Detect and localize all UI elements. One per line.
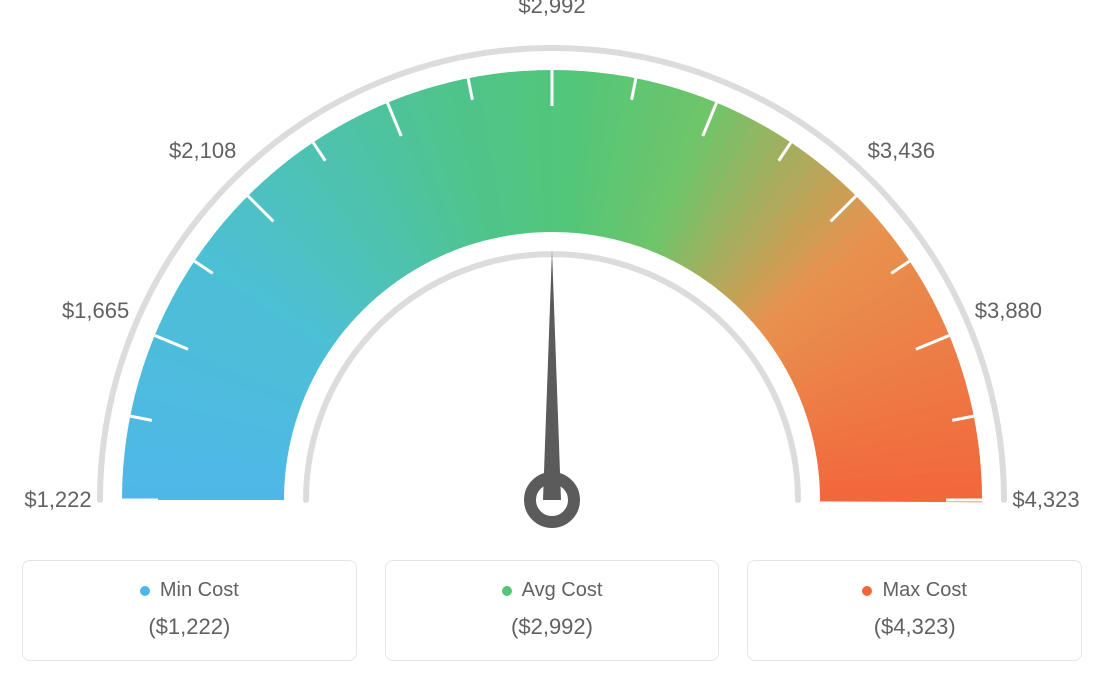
avg-cost-label: Avg Cost <box>522 579 603 602</box>
min-dot-icon <box>140 586 150 596</box>
gauge-svg <box>22 20 1082 540</box>
min-cost-card: Min Cost ($1,222) <box>22 560 357 661</box>
max-cost-card: Max Cost ($4,323) <box>747 560 1082 661</box>
gauge-tick-label: $1,222 <box>24 487 91 513</box>
max-cost-title: Max Cost <box>862 579 966 602</box>
gauge-tick-label: $3,880 <box>975 298 1042 324</box>
summary-cards: Min Cost ($1,222) Avg Cost ($2,992) Max … <box>22 560 1082 661</box>
avg-cost-card: Avg Cost ($2,992) <box>385 560 720 661</box>
min-cost-label: Min Cost <box>160 579 239 602</box>
min-cost-title: Min Cost <box>140 579 239 602</box>
min-cost-value: ($1,222) <box>33 614 346 640</box>
gauge-tick-label: $2,108 <box>169 138 236 164</box>
max-cost-value: ($4,323) <box>758 614 1071 640</box>
gauge-tick-label: $1,665 <box>62 298 129 324</box>
avg-cost-value: ($2,992) <box>396 614 709 640</box>
avg-cost-title: Avg Cost <box>502 579 603 602</box>
gauge-tick-label: $4,323 <box>1012 487 1079 513</box>
max-dot-icon <box>862 586 872 596</box>
gauge-tick-label: $2,992 <box>518 0 585 19</box>
gauge-tick-label: $3,436 <box>868 138 935 164</box>
max-cost-label: Max Cost <box>882 579 966 602</box>
avg-dot-icon <box>502 586 512 596</box>
cost-gauge: $1,222$1,665$2,108$2,992$3,436$3,880$4,3… <box>22 20 1082 540</box>
